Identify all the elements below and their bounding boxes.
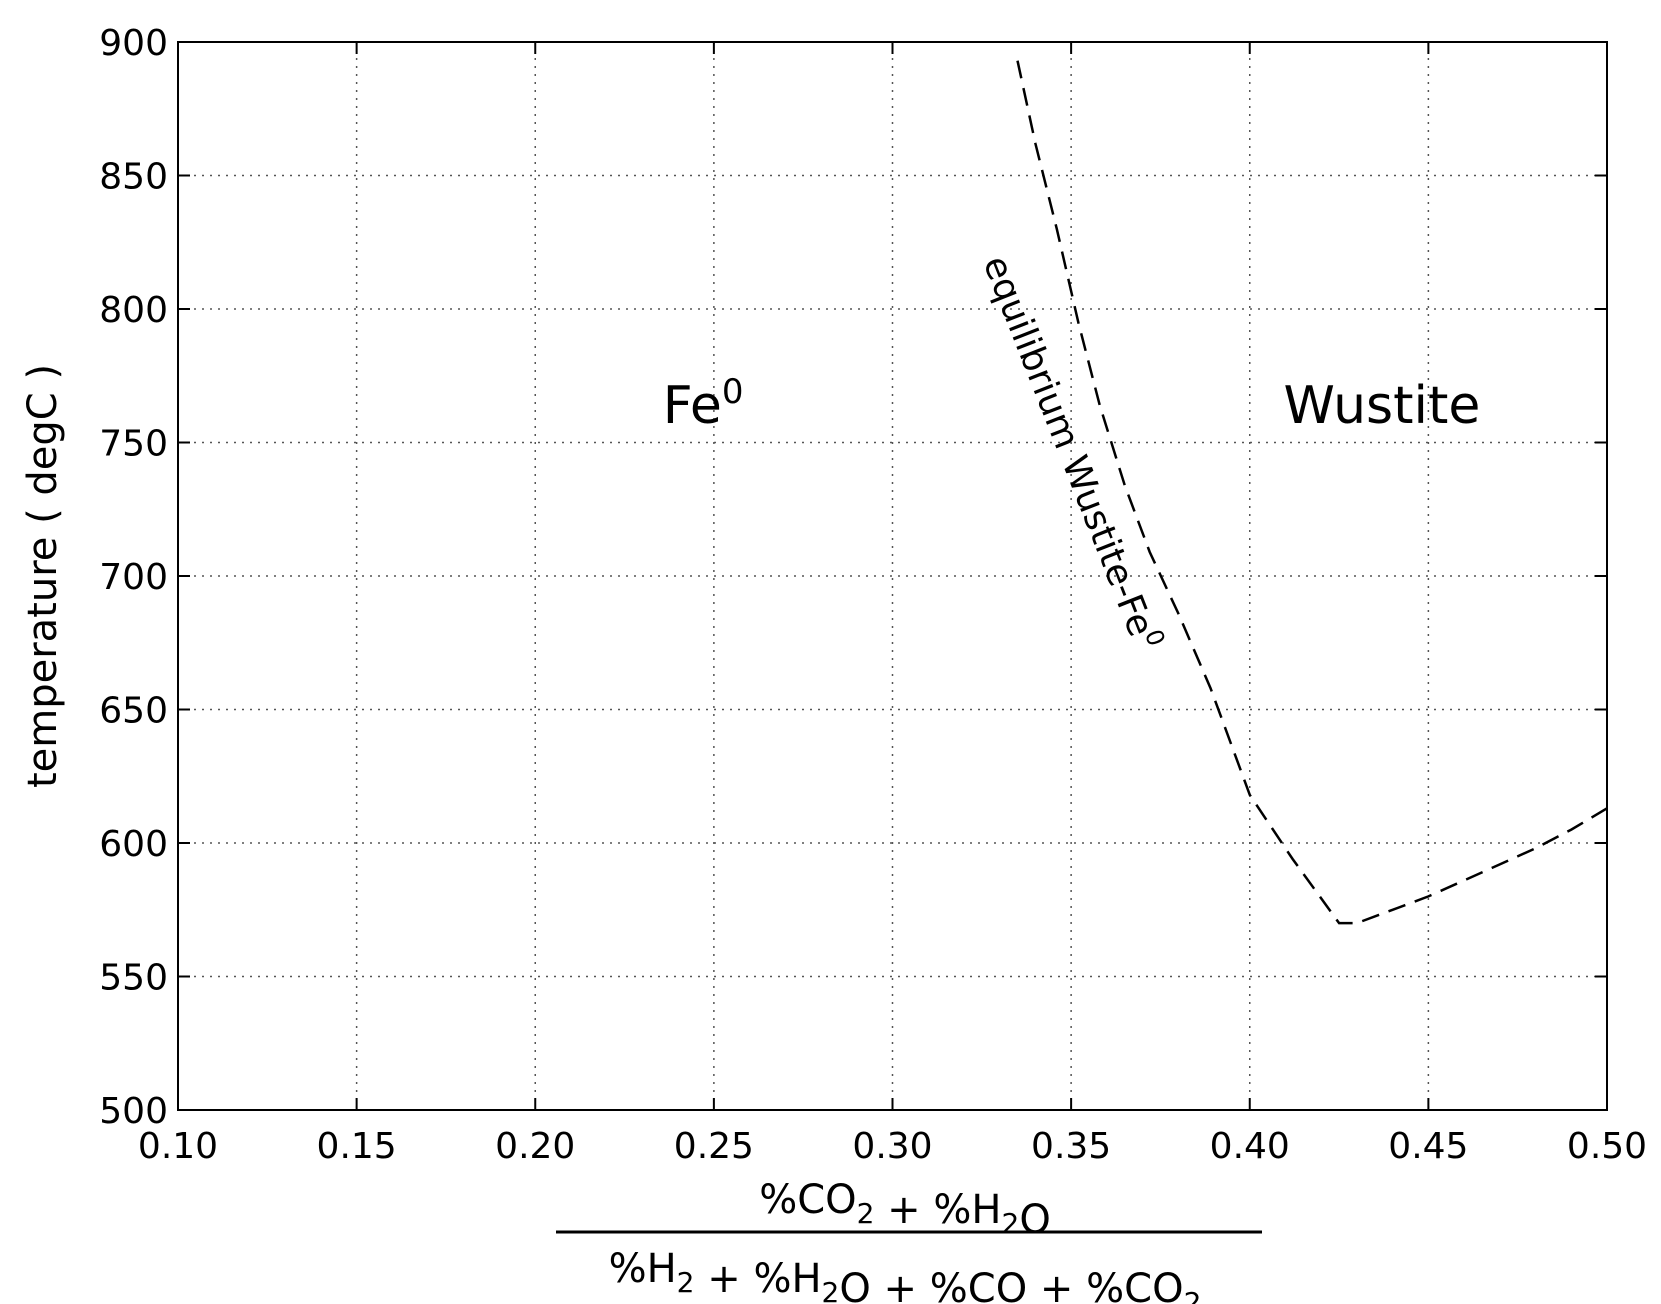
y-tick-label: 850 <box>99 157 168 198</box>
y-tick-label: 700 <box>99 557 168 598</box>
y-tick-label: 650 <box>99 691 168 732</box>
x-tick-label: 0.35 <box>1031 1126 1111 1167</box>
x-tick-label: 0.15 <box>317 1126 397 1167</box>
x-tick-label: 0.10 <box>138 1126 218 1167</box>
region-label-wustite: Wustite <box>1284 376 1481 436</box>
x-tick-label: 0.50 <box>1567 1126 1647 1167</box>
series-layer <box>1016 60 1608 925</box>
x-tick-label: 0.25 <box>674 1126 754 1167</box>
region-label-fe0: Fe0 <box>663 372 744 436</box>
x-axis-title-numerator: %CO2 + %H2O <box>759 1177 1051 1243</box>
x-tick-label: 0.30 <box>852 1126 932 1167</box>
y-tick-label: 550 <box>99 958 168 999</box>
y-tick-label: 600 <box>99 824 168 865</box>
series-line-equilibrium <box>1016 60 1608 925</box>
y-tick-label: 900 <box>99 23 168 64</box>
y-axis-title: temperature ( degC ) <box>20 364 66 788</box>
axis-ticks: 0.10 0.15 0.20 0.25 0.30 0.35 0.40 0.45 0.50 500 5… <box>99 23 1647 1167</box>
x-tick-label: 0.40 <box>1210 1126 1290 1167</box>
y-tick-label: 800 <box>99 290 168 331</box>
x-tick-label: 0.20 <box>495 1126 575 1167</box>
x-axis-title-denominator: %H2 + %H2O + %CO + %CO2 <box>609 1246 1202 1304</box>
x-tick-label: 0.45 <box>1388 1126 1468 1167</box>
curve-label-equilibrium: equilibrium Wustite-Fe0 <box>975 249 1171 656</box>
grid-lines <box>178 42 1607 1110</box>
y-tick-label: 500 <box>99 1091 168 1132</box>
y-tick-label: 750 <box>99 424 168 465</box>
